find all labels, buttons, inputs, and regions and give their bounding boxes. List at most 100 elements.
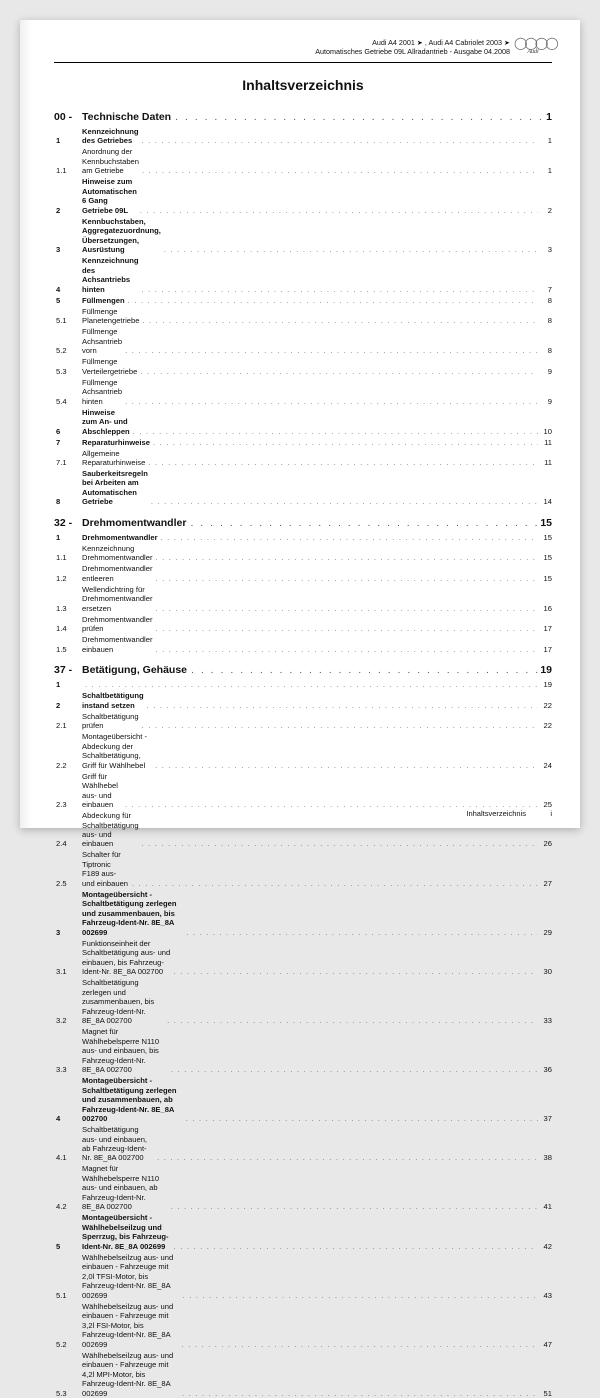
- leader-dots: . . . . . . . . . . . . . . . . . . . . …: [152, 604, 538, 613]
- toc-entry: 2.5Schalter für Tiptronic F189 aus- und …: [54, 850, 552, 888]
- entry-title: Schaltbetätigung instand setzen: [82, 691, 144, 710]
- entry-number: 3.1: [54, 967, 82, 976]
- entry-page: 14: [538, 497, 552, 506]
- leader-dots: . . . . . . . . . . . . . . . . . . . . …: [150, 438, 538, 447]
- leader-dots: . . . . . . . . . . . . . . . . . . . . …: [171, 1242, 538, 1251]
- leader-dots: . . . . . . . . . . . . . . . . . . . . …: [152, 624, 538, 633]
- section-page: 19: [540, 664, 552, 676]
- entry-page: 15: [538, 553, 552, 562]
- entry-number: 1.5: [54, 645, 82, 654]
- leader-dots: . . . . . . . . . . . . . . . . . . . . …: [152, 645, 538, 654]
- entry-number: 2: [54, 701, 82, 710]
- entry-number: 1.3: [54, 604, 82, 613]
- section-number: 37 -: [54, 664, 82, 676]
- leader-dots: . . . . . . . . . . . . . . . . . . . . …: [129, 879, 538, 888]
- toc-entry: 2Schaltbetätigung instand setzen . . . .…: [54, 691, 552, 710]
- leader-dots: . . . . . . . . . . . . . . . . . . . . …: [158, 533, 538, 542]
- leader-dots: . . . . . . . . . . . . . . . . . . . . …: [122, 346, 538, 355]
- leader-dots: . . . . . . . . . . . . . . . . . . . . …: [164, 1016, 538, 1025]
- entry-page: 22: [538, 701, 552, 710]
- leader-dots: . . . . . . . . . . . . . . . . . . . . …: [171, 111, 546, 123]
- entry-title: Wählhebelseilzug aus- und einbauen - Fah…: [82, 1253, 180, 1300]
- entry-page: 29: [538, 928, 552, 937]
- entry-title: Kennbuchstaben, Aggregatezuordnung, Über…: [82, 217, 161, 255]
- leader-dots: . . . . . . . . . . . . . . . . . . . . …: [168, 1202, 538, 1211]
- entry-title: Allgemeine Reparaturhinweise: [82, 449, 145, 468]
- table-of-contents: 00 -Technische Daten . . . . . . . . . .…: [54, 111, 552, 1398]
- entry-title: Montageübersicht - Schaltbetätigung zerl…: [82, 890, 183, 937]
- header-line-1: Audi A4 2001 ➤ , Audi A4 Cabriolet 2003 …: [54, 38, 510, 47]
- entry-title: Drehmomentwandler prüfen: [82, 615, 152, 634]
- toc-entry: 5.3Wählhebelseilzug aus- und einbauen - …: [54, 1351, 552, 1398]
- entry-page: 51: [538, 1389, 552, 1398]
- entry-title: Hinweise zum An- und Abschleppen: [82, 408, 130, 436]
- entry-title: Reparaturhinweise: [82, 438, 150, 447]
- entry-number: 1.4: [54, 624, 82, 633]
- entry-number: 1: [54, 533, 82, 542]
- toc-entry: 1 . . . . . . . . . . . . . . . . . . . …: [54, 680, 552, 689]
- entry-title: Magnet für Wählhebelsperre N110 aus- und…: [82, 1164, 168, 1211]
- entry-title: Schaltbetätigung zerlegen und zusammenba…: [82, 978, 164, 1025]
- entry-title: Füllmenge Planetengetriebe: [82, 307, 139, 326]
- entry-page: 42: [538, 1242, 552, 1251]
- toc-entry: 5Montageübersicht - Wählhebelseilzug und…: [54, 1213, 552, 1251]
- entry-title: Kennzeichnung des Getriebes: [82, 127, 139, 146]
- leader-dots: . . . . . . . . . . . . . . . . . . . . …: [152, 574, 538, 583]
- entry-title: Wellendichtring für Drehmomentwandler er…: [82, 585, 152, 613]
- entry-title: Drehmomentwandler einbauen: [82, 635, 152, 654]
- toc-entry: 4Kennzeichnung des Achsantriebs hinten .…: [54, 256, 552, 294]
- toc-entry: 5.4Füllmenge Achsantrieb hinten . . . . …: [54, 378, 552, 406]
- header-rule: [54, 62, 552, 63]
- toc-entry: 1.1Anordnung der Kennbuchstaben am Getri…: [54, 147, 552, 175]
- toc-entry: 3Kennbuchstaben, Aggregatezuordnung, Übe…: [54, 217, 552, 255]
- entry-title: Funktionseinheit der Schaltbetätigung au…: [82, 939, 171, 977]
- toc-entry: 5.1Wählhebelseilzug aus- und einbauen - …: [54, 1253, 552, 1300]
- leader-dots: . . . . . . . . . . . . . . . . . . . . …: [82, 680, 538, 689]
- leader-dots: . . . . . . . . . . . . . . . . . . . . …: [145, 458, 538, 467]
- entry-page: 8: [538, 296, 552, 305]
- page-shadow: [20, 20, 32, 828]
- toc-entry: 7Reparaturhinweise . . . . . . . . . . .…: [54, 438, 552, 447]
- leader-dots: . . . . . . . . . . . . . . . . . . . . …: [137, 206, 538, 215]
- page-title: Inhaltsverzeichnis: [54, 77, 552, 93]
- entry-title: Magnet für Wählhebelsperre N110 aus- und…: [82, 1027, 168, 1074]
- entry-page: 7: [538, 285, 552, 294]
- leader-dots: . . . . . . . . . . . . . . . . . . . . …: [152, 761, 538, 770]
- entry-page: 27: [538, 879, 552, 888]
- entry-page: 3: [538, 245, 552, 254]
- toc-entry: 2.2Montageübersicht - Abdeckung der Scha…: [54, 732, 552, 770]
- toc-entry: 3.2Schaltbetätigung zerlegen und zusamme…: [54, 978, 552, 1025]
- leader-dots: . . . . . . . . . . . . . . . . . . . . …: [139, 136, 538, 145]
- document-page: Audi A4 2001 ➤ , Audi A4 Cabriolet 2003 …: [20, 20, 580, 828]
- entry-page: 22: [538, 721, 552, 730]
- toc-entry: 4.1Schaltbetätigung aus- und einbauen, a…: [54, 1125, 552, 1163]
- section-heading: 37 -Betätigung, Gehäuse . . . . . . . . …: [54, 664, 552, 676]
- entry-page: 17: [538, 624, 552, 633]
- toc-entry: 5.1Füllmenge Planetengetriebe . . . . . …: [54, 307, 552, 326]
- leader-dots: . . . . . . . . . . . . . . . . . . . . …: [183, 928, 538, 937]
- entry-number: 3: [54, 928, 82, 937]
- section-number: 32 -: [54, 517, 82, 529]
- toc-entry: 5.2Wählhebelseilzug aus- und einbauen - …: [54, 1302, 552, 1349]
- entry-number: 1: [54, 680, 82, 689]
- footer-page-number: i: [542, 809, 552, 818]
- entry-number: 3: [54, 245, 82, 254]
- entry-number: 5.2: [54, 346, 82, 355]
- toc-entry: 8Sauberkeitsregeln bei Arbeiten am Autom…: [54, 469, 552, 507]
- leader-dots: . . . . . . . . . . . . . . . . . . . . …: [187, 664, 540, 676]
- entry-page: 9: [538, 367, 552, 376]
- entry-page: 41: [538, 1202, 552, 1211]
- entry-number: 5.3: [54, 1389, 82, 1398]
- entry-page: 24: [538, 761, 552, 770]
- toc-entry: 7.1Allgemeine Reparaturhinweise . . . . …: [54, 449, 552, 468]
- leader-dots: . . . . . . . . . . . . . . . . . . . . …: [168, 1065, 538, 1074]
- leader-dots: . . . . . . . . . . . . . . . . . . . . …: [125, 296, 538, 305]
- entry-page: 11: [538, 438, 552, 447]
- leader-dots: . . . . . . . . . . . . . . . . . . . . …: [154, 1153, 538, 1162]
- leader-dots: . . . . . . . . . . . . . . . . . . . . …: [171, 967, 538, 976]
- entry-number: 1.1: [54, 553, 82, 562]
- entry-title: Kennzeichnung Drehmomentwandler: [82, 544, 152, 563]
- entry-title: Griff für Wählhebel aus- und einbauen: [82, 772, 122, 810]
- toc-entry: 5.3Füllmenge Verteilergetriebe . . . . .…: [54, 357, 552, 376]
- entry-title: Füllmenge Verteilergetriebe: [82, 357, 137, 376]
